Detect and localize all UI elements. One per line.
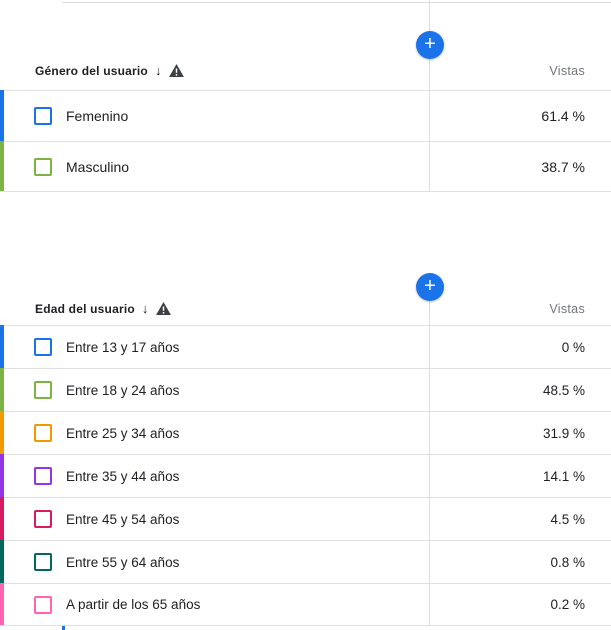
series-color-strip <box>0 368 4 411</box>
series-color-strip <box>0 411 4 454</box>
gender-table: + Género del usuario ↓ Vistas Femenino 6… <box>0 31 611 192</box>
plus-icon: + <box>424 33 436 55</box>
add-button[interactable]: + <box>416 273 444 301</box>
row-label: A partir de los 65 años <box>66 597 201 612</box>
plus-icon: + <box>424 275 436 297</box>
series-color-strip <box>0 325 4 368</box>
warning-icon[interactable] <box>169 64 185 77</box>
series-color-strip <box>0 583 4 625</box>
row-label: Entre 55 y 64 años <box>66 554 180 570</box>
series-color-strip <box>0 141 4 191</box>
row-value: 48.5 % <box>542 382 585 398</box>
row-label: Femenino <box>66 108 129 124</box>
series-color-strip <box>0 540 4 583</box>
row-value: 31.9 % <box>542 425 585 441</box>
gender-table-header: Género del usuario ↓ Vistas <box>0 31 611 90</box>
row-value: 0.2 % <box>550 597 585 612</box>
warning-icon[interactable] <box>156 302 172 315</box>
row-value: 14.1 % <box>542 468 585 484</box>
row-label: Entre 35 y 44 años <box>66 468 180 484</box>
add-button[interactable]: + <box>416 31 444 59</box>
table-row[interactable]: Masculino 38.7 % <box>0 141 611 192</box>
row-value: 0.8 % <box>550 554 585 570</box>
series-color-strip <box>0 90 4 141</box>
column-divider <box>429 273 430 626</box>
table-row[interactable]: Entre 18 y 24 años 48.5 % <box>0 368 611 411</box>
views-column-header[interactable]: Vistas <box>549 64 585 78</box>
column-divider <box>429 31 430 192</box>
age-table-header: Edad del usuario ↓ Vistas <box>0 273 611 325</box>
row-checkbox[interactable] <box>34 553 52 571</box>
row-value: 61.4 % <box>541 108 585 124</box>
sort-descending-icon[interactable]: ↓ <box>154 63 162 78</box>
dimension-label[interactable]: Género del usuario <box>35 63 148 78</box>
row-checkbox[interactable] <box>34 510 52 528</box>
cropped-table-border <box>62 2 611 3</box>
table-row[interactable]: Entre 35 y 44 años 14.1 % <box>0 454 611 497</box>
age-table: + Edad del usuario ↓ Vistas Entre 13 y 1… <box>0 273 611 626</box>
dimension-label[interactable]: Edad del usuario <box>35 301 135 316</box>
table-row[interactable]: A partir de los 65 años 0.2 % <box>0 583 611 626</box>
row-checkbox[interactable] <box>34 381 52 399</box>
sort-descending-icon[interactable]: ↓ <box>141 301 149 316</box>
table-row[interactable]: Entre 13 y 17 años 0 % <box>0 325 611 368</box>
views-column-header[interactable]: Vistas <box>549 302 585 316</box>
row-label: Masculino <box>66 158 130 175</box>
table-row[interactable]: Entre 55 y 64 años 0.8 % <box>0 540 611 583</box>
row-checkbox[interactable] <box>34 467 52 485</box>
series-color-strip <box>0 454 4 497</box>
cropped-chart-fragment <box>62 626 65 630</box>
row-value: 38.7 % <box>541 158 585 175</box>
row-checkbox[interactable] <box>34 157 52 176</box>
row-checkbox[interactable] <box>34 107 52 125</box>
table-row[interactable]: Entre 45 y 54 años 4.5 % <box>0 497 611 540</box>
row-label: Entre 13 y 17 años <box>66 339 180 355</box>
table-row[interactable]: Entre 25 y 34 años 31.9 % <box>0 411 611 454</box>
row-checkbox[interactable] <box>34 424 52 442</box>
row-label: Entre 25 y 34 años <box>66 425 180 441</box>
table-row[interactable]: Femenino 61.4 % <box>0 90 611 141</box>
row-label: Entre 45 y 54 años <box>66 511 180 527</box>
row-checkbox[interactable] <box>34 338 52 356</box>
row-checkbox[interactable] <box>34 595 52 614</box>
cropped-column-divider <box>429 0 430 31</box>
row-value: 0 % <box>561 339 585 355</box>
row-label: Entre 18 y 24 años <box>66 382 180 398</box>
row-value: 4.5 % <box>550 511 585 527</box>
series-color-strip <box>0 497 4 540</box>
